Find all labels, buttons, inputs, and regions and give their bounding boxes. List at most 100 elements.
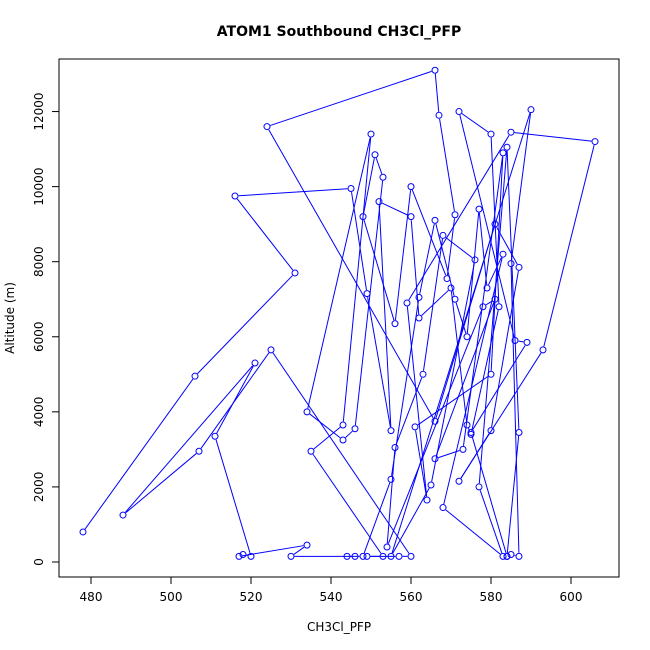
x-tick-label-6: 600 [560,590,583,604]
data-point-25 [427,481,435,489]
y-tick-label-6: 12000 [32,92,46,130]
data-point-77 [287,552,295,560]
series-segment-51 [446,218,456,276]
data-point-37 [411,423,419,431]
data-point-11 [463,421,471,429]
data-point-12 [467,430,475,438]
data-point-84 [451,295,459,303]
data-point-61 [367,130,375,138]
series-segment-70 [124,365,254,513]
data-point-0 [79,528,87,536]
data-point-86 [475,205,483,213]
series-segment-47 [268,129,434,419]
series-segment-61 [342,137,372,422]
series-segment-37 [415,430,427,497]
series-segment-50 [439,118,455,212]
series-segment-59 [309,413,341,439]
data-point-42 [539,346,547,354]
data-point-28 [419,370,427,378]
data-point-1 [191,372,199,380]
plot-frame [58,58,620,578]
series-segment-25 [431,263,475,482]
data-point-49 [431,66,439,74]
series-segment-87 [488,257,502,285]
data-point-7 [375,198,383,206]
data-point-26 [471,256,479,264]
series-segment-67 [272,352,410,554]
data-point-13 [495,303,503,311]
data-point-33 [431,455,439,463]
series-segment-28 [395,377,423,445]
data-point-87 [483,284,491,292]
series-segment-90 [479,490,503,554]
series-segment-52 [411,189,447,276]
x-tick-label-4: 560 [400,590,423,604]
data-point-72 [211,432,219,440]
series-segment-39 [408,135,510,301]
y-tick-label-4: 8000 [32,246,46,277]
series-segment-93 [506,436,520,553]
y-axis: 0 2000 4000 6000 8000 10000 12000 [32,92,59,566]
data-point-60 [303,408,311,416]
series-segment-55 [363,158,375,214]
series-segment-22 [510,113,532,261]
data-point-50 [435,111,443,119]
series-segment-69 [125,453,197,514]
series-segment-32 [435,302,495,456]
data-point-83 [431,216,439,224]
x-axis-label: CH3Cl_PFP [307,620,371,634]
series-segment-60 [307,137,371,409]
series-segment-7 [382,202,408,216]
series-segment-18 [471,435,507,554]
x-tick-label-5: 580 [480,590,503,604]
series-segment-84 [455,302,467,334]
data-point-32 [491,295,499,303]
y-tick-label-5: 10000 [32,168,46,206]
series-segment-1 [197,275,293,374]
data-point-75 [235,552,243,560]
series-segment-21 [510,267,520,553]
data-point-46 [491,220,499,228]
series-segment-5 [367,297,391,428]
series-segment-82 [419,223,435,294]
data-point-57 [379,173,387,181]
y-tick-label-2: 4000 [32,397,46,428]
series-segment-57 [354,180,384,426]
data-point-5 [363,290,371,298]
series-segment-56 [375,157,383,175]
data-point-20 [507,550,515,558]
data-point-6 [387,427,395,435]
data-point-44 [487,427,495,435]
data-point-43 [455,477,463,485]
data-point-78 [351,552,359,560]
data-point-18 [467,428,475,436]
data-point-23 [527,106,535,114]
data-point-17 [523,338,531,346]
data-point-14 [487,130,495,138]
data-point-70 [119,511,127,519]
series-segment-26 [445,237,473,259]
series-segment-91 [478,150,508,484]
x-tick-label-1: 500 [160,590,183,604]
series-segment-62 [313,426,341,450]
data-point-80 [359,552,367,560]
data-point-66 [395,552,403,560]
data-point-81 [387,475,395,483]
x-tick-label-0: 480 [80,590,103,604]
series-segment-38 [406,306,428,497]
y-tick-label-3: 6000 [32,321,46,352]
x-tick-label-3: 540 [320,590,343,604]
data-point-21 [515,552,523,560]
series-segment-48 [270,70,432,126]
y-axis-label: Altitude (m) [3,282,17,354]
x-tick-label-2: 520 [240,590,263,604]
series-segment-15 [459,114,515,338]
series-segment-27 [423,238,443,371]
series-segment-6 [378,205,392,428]
series-segment-80 [363,482,391,554]
data-point-74 [239,550,247,558]
series-segment-40 [514,132,592,142]
data-point-29 [391,444,399,451]
